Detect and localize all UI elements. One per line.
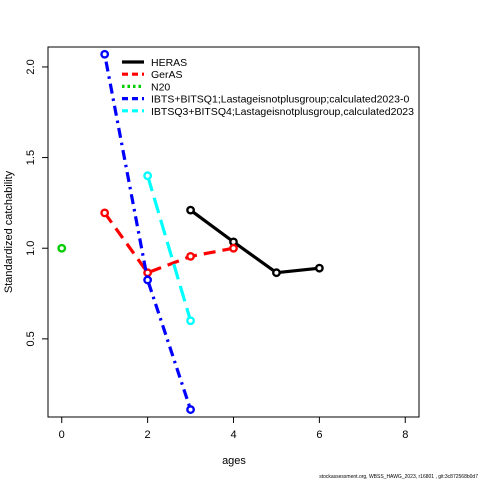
x-tick-label: 8 — [402, 429, 408, 441]
data-point — [143, 275, 153, 285]
series-ibts-bitsq1-lastageisnotplusgroup-calculated2023-0 — [100, 49, 195, 414]
legend-label: GerAS — [151, 69, 183, 81]
legend-label: IBTSQ3+BITSQ4;Lastageisnotplusgroup,calc… — [151, 106, 414, 118]
x-axis-label: ages — [222, 455, 246, 467]
series-n20 — [57, 243, 67, 253]
y-tick-label: 2.0 — [25, 59, 37, 74]
data-point — [272, 268, 281, 278]
series-geras — [100, 208, 238, 278]
data-point — [186, 251, 195, 261]
data-point — [314, 263, 324, 273]
data-point — [186, 405, 195, 414]
x-tick-label: 2 — [145, 429, 151, 441]
series-line — [189, 208, 320, 275]
data-point — [143, 171, 153, 181]
legend-label: N20 — [151, 81, 170, 93]
data-point — [143, 268, 153, 278]
legend-label: HERAS — [151, 57, 187, 69]
series-ibtsq3-bitsq4-lastageisnotplusgroup-calculated2023 — [143, 171, 195, 326]
x-tick-label: 0 — [59, 429, 65, 441]
series-heras — [186, 205, 324, 278]
legend: HERASGerASN20IBTS+BITSQ1;Lastageisnotplu… — [122, 57, 414, 118]
data-point — [186, 316, 195, 326]
y-tick-label: 1.5 — [25, 150, 37, 165]
data-point — [100, 49, 110, 59]
y-tick-label: 1.0 — [25, 241, 37, 256]
y-tick-label: 0.5 — [25, 331, 37, 346]
series-line — [103, 211, 234, 275]
data-point — [186, 205, 195, 215]
footer-text: stockassessment.org, WBSS_HAWG_2023, r16… — [319, 474, 478, 480]
x-axis: 0 2 4 6 8 — [59, 417, 408, 441]
series-line — [103, 53, 193, 411]
y-axis: 0.5 1.0 1.5 2.0 — [25, 59, 48, 347]
data-point — [100, 208, 110, 218]
x-tick-label: 4 — [230, 429, 236, 441]
y-axis-label: Standardized catchability — [3, 170, 15, 293]
x-tick-label: 6 — [316, 429, 322, 441]
legend-label: IBTS+BITSQ1;Lastageisnotplusgroup;calcul… — [151, 94, 409, 106]
series-layer — [57, 49, 324, 414]
series-line — [146, 175, 193, 322]
data-point — [229, 243, 238, 253]
data-point — [57, 243, 67, 253]
